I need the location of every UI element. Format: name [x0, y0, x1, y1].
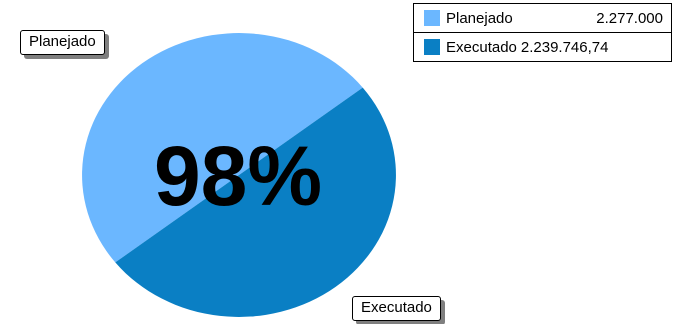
legend-swatch — [424, 10, 440, 26]
legend-value: 2.277.000 — [596, 9, 663, 27]
legend-label: Planejado — [446, 9, 513, 27]
percentage-label: 98% — [154, 129, 322, 223]
legend: Planejado 2.277.000 Executado 2.239.746,… — [413, 3, 672, 62]
legend-swatch — [424, 39, 440, 55]
slice-callout-label: Planejado — [29, 33, 96, 50]
pie-slice-planejado[interactable] — [82, 33, 363, 263]
legend-item-executado[interactable]: Executado 2.239.746,74 — [414, 33, 671, 61]
legend-label: Executado — [446, 38, 517, 56]
slice-callout-label: Executado — [361, 299, 432, 316]
pie-slice-executado[interactable] — [115, 87, 396, 317]
slice-callout-planejado: Planejado — [20, 30, 105, 55]
slice-callout-executado: Executado — [352, 296, 441, 321]
legend-value: 2.239.746,74 — [520, 38, 609, 56]
legend-item-planejado[interactable]: Planejado 2.277.000 — [414, 4, 671, 33]
